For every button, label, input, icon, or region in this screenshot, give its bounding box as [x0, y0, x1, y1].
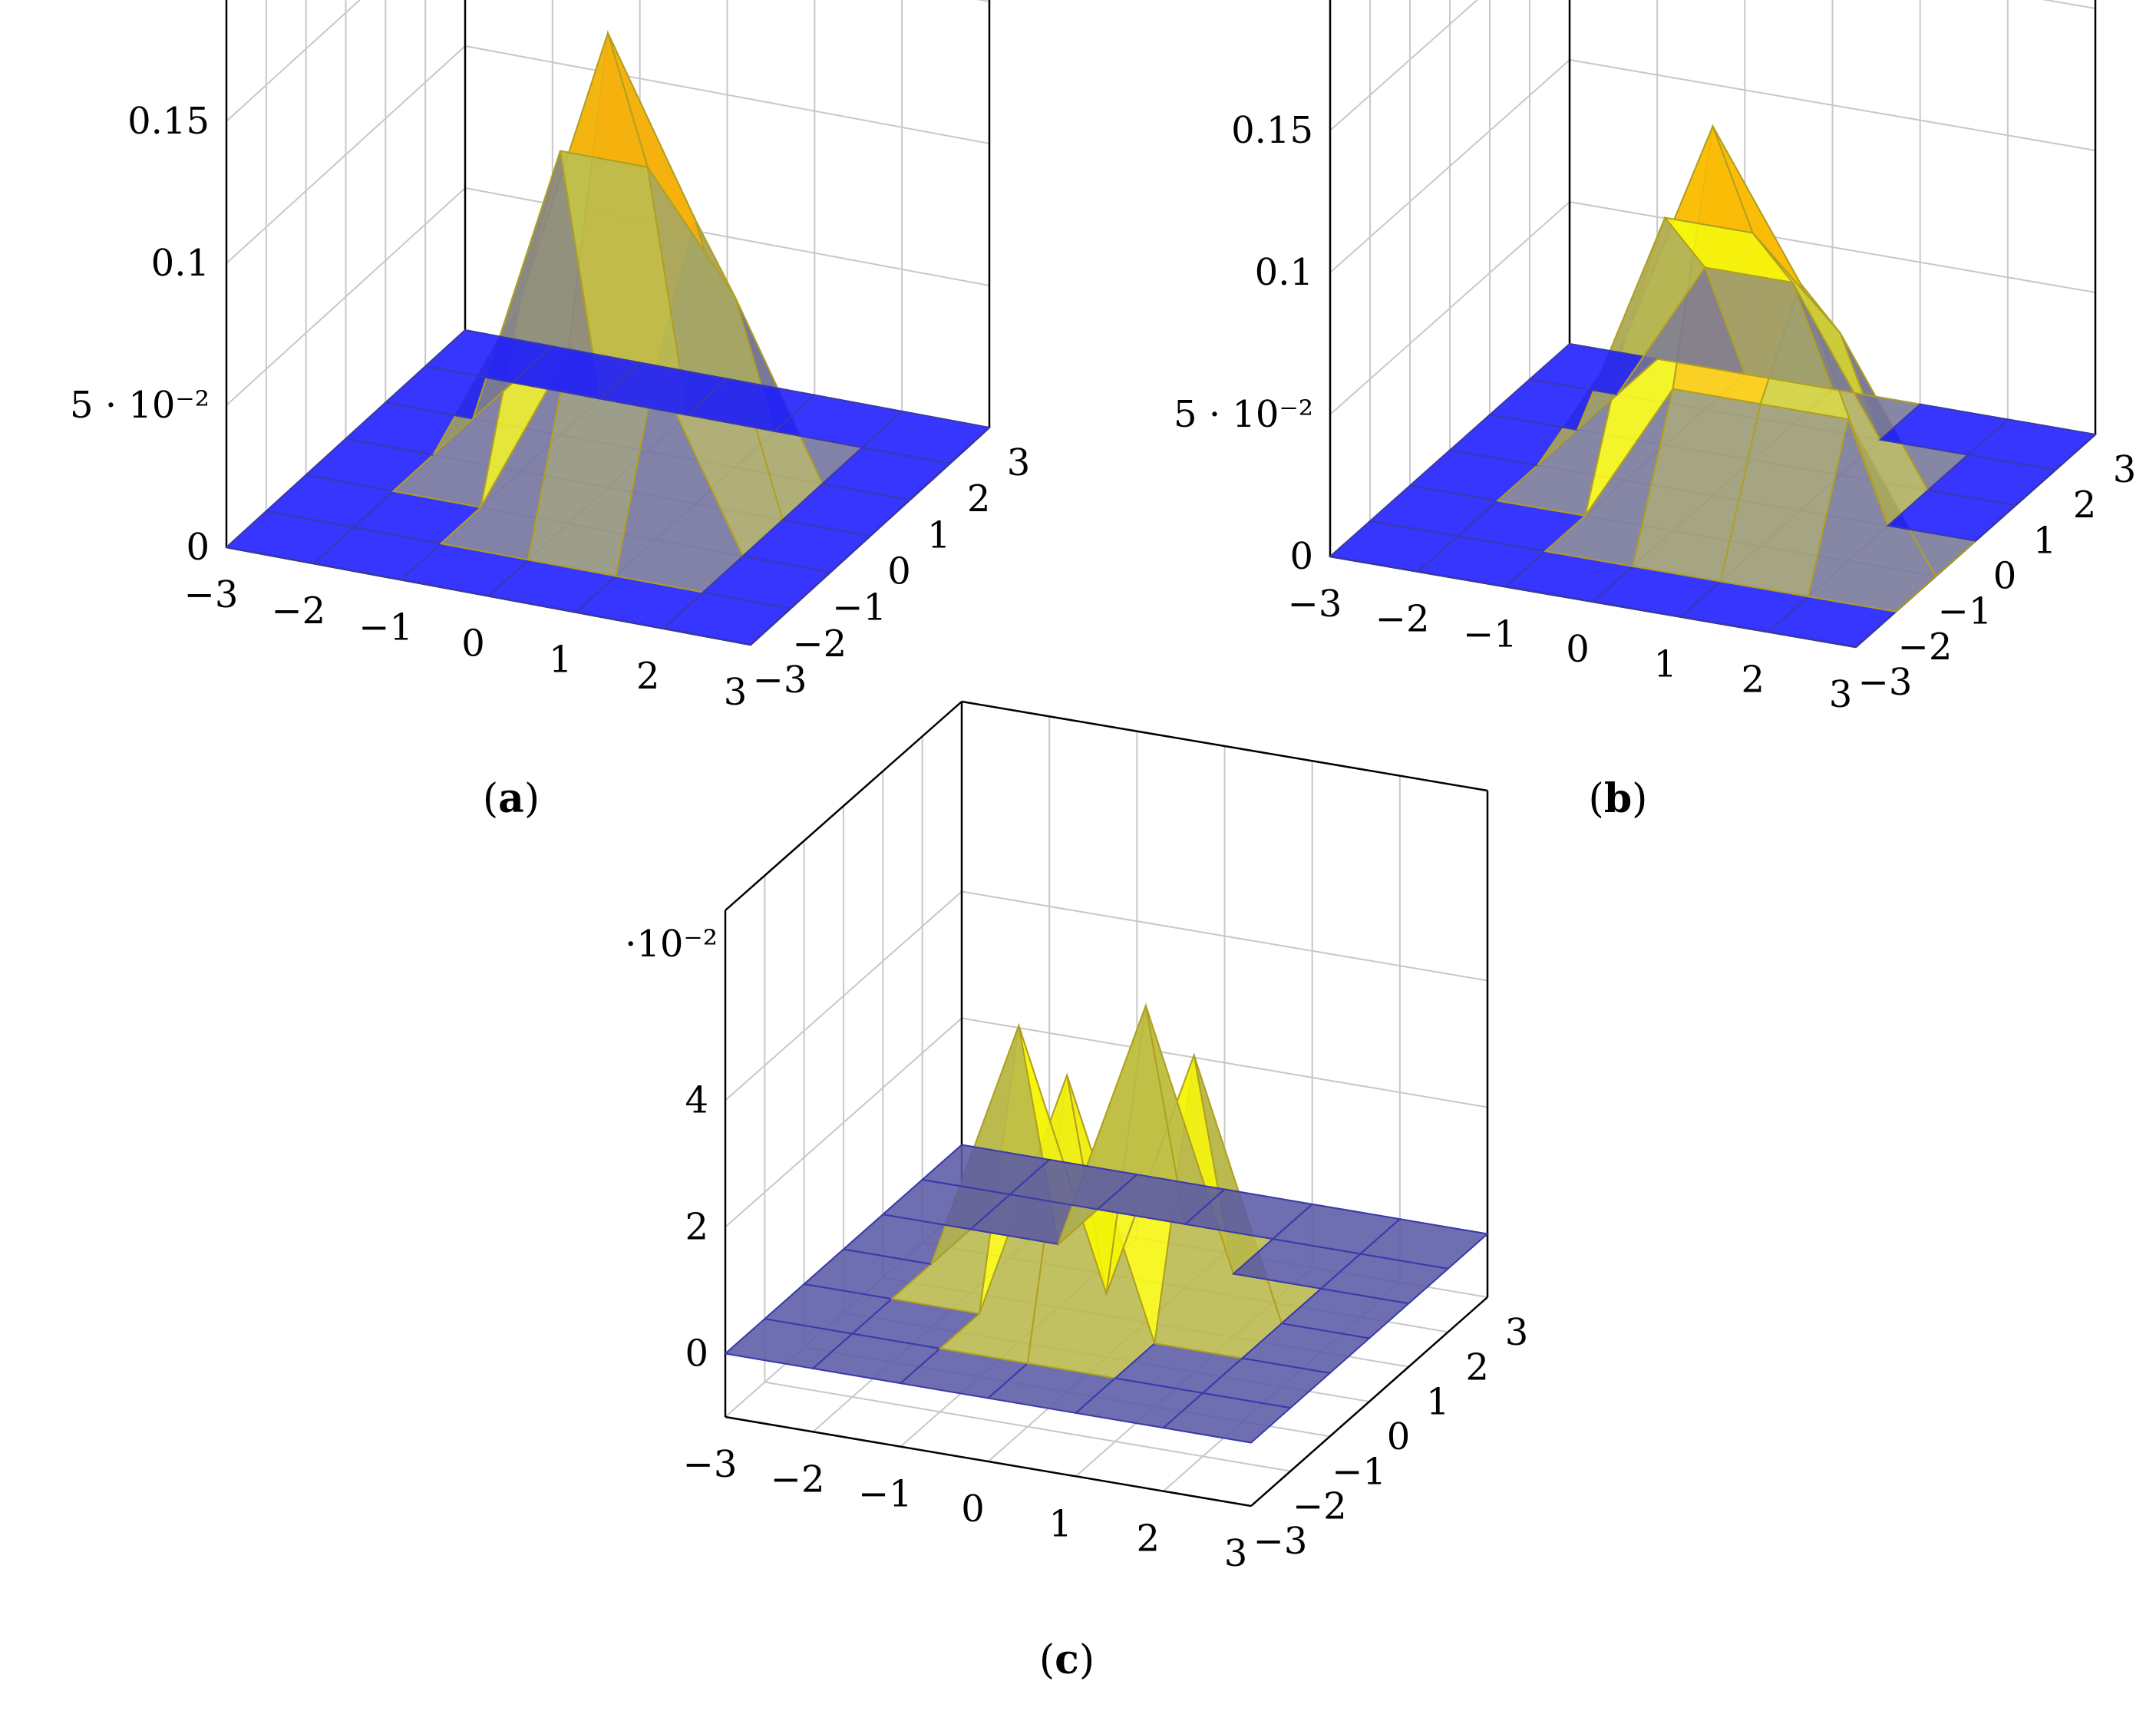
x-tick-label: −2: [1375, 598, 1430, 641]
x-tick-label: 0: [1566, 628, 1590, 671]
y-tick-label: 0: [887, 550, 911, 593]
x-tick-label: 1: [549, 639, 573, 682]
y-tick-label: 0: [1387, 1415, 1411, 1458]
z-tick-label: 5 · 10⁻²: [70, 384, 210, 427]
x-tick-label: 3: [724, 671, 748, 714]
caption-b: (b): [1589, 775, 1648, 822]
y-tick-label: 3: [1505, 1311, 1529, 1354]
y-tick-label: −3: [1858, 661, 1913, 704]
grid-line: [764, 1381, 1291, 1472]
x-tick-label: 3: [1829, 673, 1853, 716]
z-tick-label: 0.15: [127, 100, 210, 143]
y-tick-label: 1: [927, 514, 951, 556]
surface-patch: [1966, 418, 2098, 471]
axis-line: [1250, 1296, 1488, 1507]
x-tick-label: 0: [961, 1488, 985, 1531]
axis-box: [724, 700, 1489, 1508]
y-tick-label: −1: [832, 586, 887, 629]
surface-patch: [1359, 1218, 1490, 1270]
y-tick-label: −1: [1332, 1450, 1386, 1493]
x-tick-label: −3: [683, 1443, 738, 1486]
grid-line: [226, 0, 990, 122]
z-multiplier: ·10⁻²: [625, 923, 718, 966]
y-tick-label: 1: [2033, 519, 2057, 562]
caption-c: (c): [1039, 1636, 1095, 1683]
x-tick-label: 1: [1653, 643, 1677, 686]
z-tick-label: 2: [685, 1206, 708, 1249]
y-tick-label: −2: [792, 623, 847, 665]
z-tick-label: 5 · 10⁻²: [1174, 393, 1313, 436]
x-tick-label: −3: [1288, 583, 1342, 626]
surface: [224, 30, 992, 646]
y-tick-label: 2: [1465, 1346, 1489, 1389]
x-tick-label: −2: [771, 1458, 825, 1501]
caption-b-letter: b: [1604, 775, 1632, 822]
x-tick-label: −1: [358, 606, 413, 649]
y-tick-label: −2: [1898, 626, 1953, 669]
axis-line: [725, 701, 962, 911]
y-tick-label: 2: [2073, 484, 2097, 527]
axis-line: [725, 1415, 1252, 1508]
caption-c-letter: c: [1055, 1636, 1079, 1683]
z-tick-label: 0: [186, 526, 210, 569]
x-tick-label: 2: [1137, 1518, 1161, 1560]
y-tick-label: −3: [1253, 1520, 1308, 1563]
surface: [723, 1002, 1490, 1444]
y-tick-label: 3: [1007, 441, 1031, 484]
caption-a-letter: a: [498, 775, 524, 822]
x-tick-label: −3: [184, 573, 239, 616]
y-tick-label: −3: [753, 659, 807, 702]
y-tick-label: 0: [1993, 555, 2017, 598]
x-tick-label: 2: [1742, 658, 1765, 701]
x-tick-label: 0: [461, 623, 485, 665]
x-tick-label: −1: [1463, 613, 1517, 656]
surface: [1328, 124, 2098, 649]
x-tick-label: −2: [271, 589, 325, 632]
grid-line: [1329, 0, 2096, 131]
x-tick-label: 2: [636, 655, 660, 698]
y-tick-label: 1: [1426, 1381, 1450, 1424]
y-tick-label: 2: [967, 477, 991, 520]
surface-patch: [860, 410, 992, 465]
z-tick-label: 0.1: [151, 242, 210, 285]
z-tick-label: 0: [1289, 535, 1313, 578]
axis-line: [961, 700, 1488, 792]
x-tick-label: −1: [858, 1473, 913, 1516]
grid-line: [725, 890, 1488, 1101]
y-tick-label: 3: [2113, 448, 2137, 491]
y-tick-label: −2: [1293, 1485, 1347, 1528]
z-tick-label: 0: [685, 1333, 708, 1375]
z-tick-label: 4: [685, 1079, 708, 1122]
y-tick-label: −1: [1938, 590, 1993, 633]
x-tick-label: 1: [1048, 1502, 1072, 1545]
z-tick-label: 0.15: [1231, 109, 1313, 152]
caption-a: (a): [483, 775, 540, 822]
z-tick-label: 0.1: [1255, 251, 1313, 294]
x-tick-label: 3: [1224, 1532, 1248, 1575]
